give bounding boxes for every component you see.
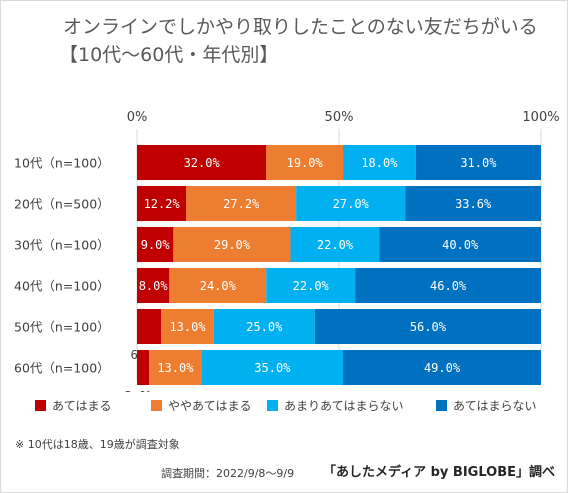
x-tick-label: 0%: [127, 110, 148, 125]
data-label: 29.0%: [214, 238, 251, 252]
bar-segment: [343, 350, 541, 385]
legend-item: あてはまる: [35, 397, 112, 414]
category-label: 10代（n=100）: [14, 156, 110, 171]
bar-segment: [169, 268, 267, 303]
bar-segment: [405, 186, 541, 221]
stacked-bar-chart: 0% 50% 100% 10代（n=100） 32.0% 19.0% 18.0% 31.0% 2…: [14, 110, 560, 392]
category-label: 40代（n=100）: [14, 279, 110, 294]
bar-segment: [137, 268, 170, 303]
data-label: 24.0%: [200, 279, 237, 293]
legend-label: あまりあてはまらない: [284, 399, 404, 413]
bar-segment: [137, 350, 150, 385]
data-label: 33.6%: [455, 197, 492, 211]
chart-legend: あてはまる ややあてはまる あまりあてはまらない あてはまらない: [35, 397, 555, 417]
bar-segment: [415, 145, 541, 180]
bar-segment: [290, 227, 380, 262]
bar-segment: [137, 186, 187, 221]
category-label: 50代（n=100）: [14, 320, 110, 335]
data-label: 25.0%: [246, 320, 283, 334]
bar-segment: [296, 186, 406, 221]
chart-subtitle: 【10代～60代・年代別】: [59, 44, 279, 66]
data-label: 56.0%: [410, 320, 447, 334]
legend-swatch: [436, 400, 447, 411]
legend-label: あてはまる: [52, 399, 112, 413]
legend-item: ややあてはまる: [151, 397, 252, 414]
survey-period: 調査期間：2022/9/8～9/9: [161, 467, 295, 480]
data-label: 18.0%: [361, 156, 398, 170]
bar-segment: [355, 268, 541, 303]
data-label: 13.0%: [169, 320, 206, 334]
bar-segment: [137, 145, 267, 180]
legend-label: あてはまらない: [453, 399, 537, 413]
legend-item: あてはまらない: [436, 397, 537, 414]
data-label: 12.2%: [144, 197, 181, 211]
data-label: 22.0%: [317, 238, 354, 252]
bar-segment: [213, 309, 315, 344]
bar-segment: [343, 145, 416, 180]
category-label: 30代（n=100）: [14, 238, 110, 253]
bar-segment: [137, 309, 162, 344]
bar-segment: [266, 145, 344, 180]
legend-swatch: [35, 400, 46, 411]
legend-swatch: [151, 400, 162, 411]
chart-title: オンラインでしかやり取りしたことのない友だちがいる: [63, 16, 538, 38]
legend-swatch: [267, 400, 278, 411]
data-label: 31.0%: [460, 156, 497, 170]
x-tick-label: 50%: [325, 110, 354, 125]
bar-segment: [173, 227, 291, 262]
x-tick-label: 100%: [522, 110, 559, 125]
data-label: 35.0%: [254, 361, 291, 375]
data-label: 22.0%: [293, 279, 330, 293]
data-label: 40.0%: [442, 238, 479, 252]
data-label: 13.0%: [157, 361, 194, 375]
bar-segment: [266, 268, 356, 303]
source-credit: 「あしたメディア by BIGLOBE」調べ: [323, 465, 555, 480]
bar-segment: [314, 309, 541, 344]
bar-segment: [149, 350, 202, 385]
data-label: 27.0%: [333, 197, 370, 211]
bar-segment: [137, 227, 174, 262]
bar-segment: [379, 227, 541, 262]
data-label: 8.0%: [139, 279, 169, 293]
data-label: 19.0%: [287, 156, 324, 170]
bar-segment: [186, 186, 297, 221]
category-label: 60代（n=100）: [14, 361, 110, 376]
legend-item: あまりあてはまらない: [267, 397, 404, 414]
data-label: 27.2%: [223, 197, 260, 211]
data-label: 3.0%: [125, 389, 155, 392]
bar-segment: [201, 350, 344, 385]
data-label: 46.0%: [430, 279, 467, 293]
data-label: 32.0%: [184, 156, 221, 170]
bar-segment: [161, 309, 214, 344]
category-label: 20代（n=500）: [14, 197, 110, 212]
legend-label: ややあてはまる: [168, 399, 252, 413]
footnote: ※ 10代は18歳、19歳が調査対象: [15, 438, 180, 451]
data-label: 9.0%: [141, 238, 171, 252]
data-label: 49.0%: [424, 361, 461, 375]
